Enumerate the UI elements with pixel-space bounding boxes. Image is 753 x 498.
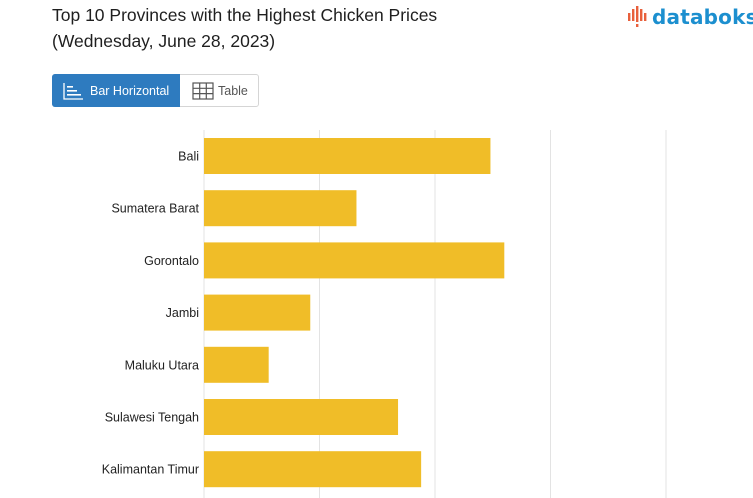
category-label: Maluku Utara <box>125 358 199 372</box>
bar-gorontalo[interactable] <box>204 242 505 279</box>
table-icon <box>192 81 214 100</box>
category-label: Gorontalo <box>144 254 199 268</box>
category-label: Kalimantan Timur <box>102 463 199 477</box>
category-label: Sulawesi Tengah <box>105 411 199 425</box>
tab-table[interactable]: Table <box>180 75 258 106</box>
title-line-1: Top 10 Provinces with the Highest Chicke… <box>52 5 438 25</box>
bar-kalimantan-timur[interactable] <box>204 451 422 488</box>
tab-bar-label: Bar Horizontal <box>90 83 170 98</box>
tab-bar-horizontal[interactable]: Bar Horizontal <box>52 74 180 107</box>
bar-sulawesi-tengah[interactable] <box>204 399 399 435</box>
category-label: Bali <box>178 150 199 164</box>
bar-maluku-utara[interactable] <box>204 346 269 383</box>
bar-sumatera-barat[interactable] <box>204 190 357 227</box>
category-label: Sumatera Barat <box>111 202 199 216</box>
logo-text: databoks <box>652 5 753 29</box>
view-toggle: Bar Horizontal Table <box>52 74 259 107</box>
databoks-logo[interactable]: databoks <box>626 3 753 31</box>
title-line-2: (Wednesday, June 28, 2023) <box>52 31 276 51</box>
bar-jambi[interactable] <box>204 294 311 331</box>
chart-title: Top 10 Provinces with the Highest Chicke… <box>52 2 572 54</box>
category-label: Jambi <box>166 306 199 320</box>
tab-table-label: Table <box>218 83 248 98</box>
databoks-logo-icon <box>628 6 647 27</box>
bar-chart-icon <box>63 82 83 100</box>
bar-bali[interactable] <box>204 138 491 174</box>
